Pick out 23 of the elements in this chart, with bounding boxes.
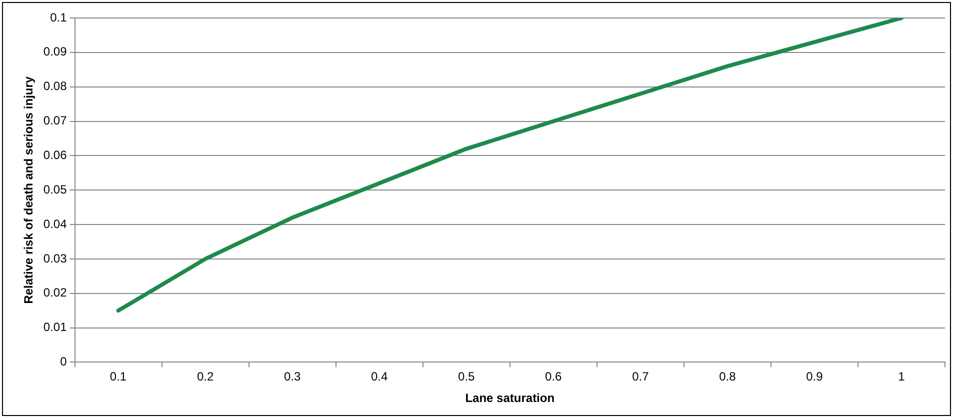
y-tick-label: 0.06 (43, 148, 68, 162)
x-tick-label: 0.6 (545, 370, 562, 384)
y-tick-label: 0.07 (43, 114, 68, 128)
y-tick-label: 0.02 (43, 286, 68, 300)
x-tick-label: 0.1 (110, 370, 127, 384)
x-tick-label: 0.9 (806, 370, 824, 384)
y-tick-label: 0.01 (43, 320, 68, 334)
y-tick-label: 0 (60, 354, 68, 369)
x-tick-label: 0.3 (284, 370, 301, 384)
y-tick-label: 0.09 (43, 44, 68, 59)
x-tick-label: 0.4 (370, 370, 388, 384)
y-tick-label: 0.05 (43, 182, 68, 196)
x-tick-label: 0.7 (632, 370, 650, 384)
y-axis-title: Relative risk of death and serious injury (22, 76, 36, 304)
x-tick-label: 1 (898, 370, 906, 384)
y-tick-label: 0.1 (50, 10, 68, 24)
x-tick-label: 0.2 (196, 370, 214, 384)
y-tick-label: 0.08 (43, 79, 68, 94)
y-tick-label: 0.04 (43, 216, 68, 231)
y-tick-label: 0.03 (43, 251, 68, 266)
x-axis-title: Lane saturation (465, 391, 555, 406)
x-tick-label: 0.8 (719, 370, 736, 384)
x-tick-label: 0.5 (458, 370, 476, 384)
